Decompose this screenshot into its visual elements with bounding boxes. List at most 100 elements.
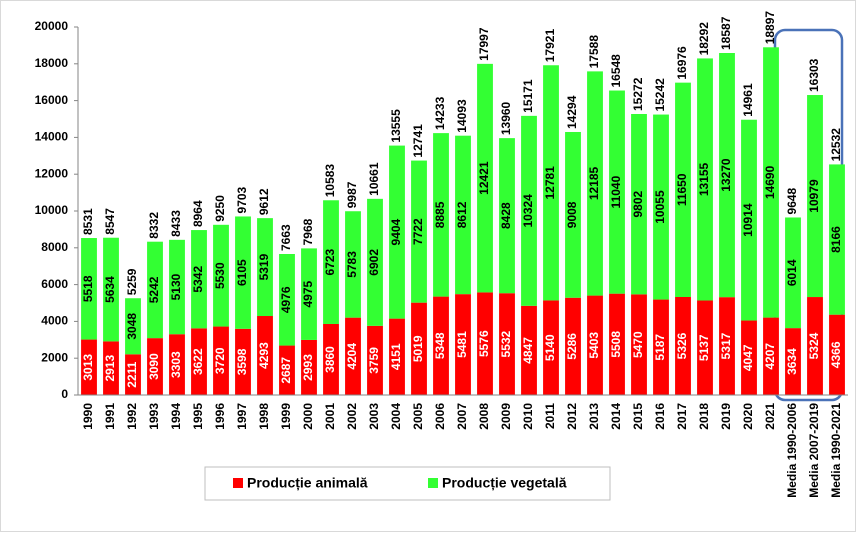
value-label: 4976 bbox=[279, 286, 293, 313]
value-label: 5481 bbox=[455, 331, 469, 358]
bar-segment bbox=[587, 295, 603, 395]
total-label: 16548 bbox=[609, 54, 623, 88]
bar-segment bbox=[103, 341, 119, 395]
bar-segment bbox=[235, 216, 251, 329]
y-tick-label: 16000 bbox=[35, 93, 69, 107]
bar-segment bbox=[719, 52, 735, 298]
value-label: 8428 bbox=[499, 202, 513, 229]
bar-segment bbox=[389, 318, 405, 395]
legend-label: Producție vegetală bbox=[442, 475, 567, 491]
y-tick-label: 8000 bbox=[41, 240, 68, 254]
value-label: 6723 bbox=[323, 248, 337, 275]
total-label: 18897 bbox=[763, 11, 777, 45]
total-label: 5259 bbox=[125, 268, 139, 295]
x-tick-label: 2008 bbox=[477, 403, 491, 430]
value-label: 3860 bbox=[323, 346, 337, 373]
value-label: 5242 bbox=[147, 276, 161, 303]
x-tick-label: 1993 bbox=[147, 403, 161, 430]
total-label: 14961 bbox=[741, 83, 755, 117]
bar-segment bbox=[367, 198, 383, 326]
total-label: 18587 bbox=[719, 16, 733, 50]
value-label: 5530 bbox=[213, 262, 227, 289]
bar-segment bbox=[367, 325, 383, 395]
value-label: 11650 bbox=[675, 173, 689, 206]
bar-segment bbox=[213, 224, 229, 327]
value-label: 5319 bbox=[257, 253, 271, 280]
total-label: 10583 bbox=[323, 164, 337, 198]
value-label: 7722 bbox=[411, 218, 425, 245]
value-label: 5342 bbox=[191, 266, 205, 293]
bar-segment bbox=[653, 299, 669, 395]
x-tick-label: 2005 bbox=[411, 403, 425, 430]
bar-segment bbox=[345, 211, 361, 318]
x-tick-label: 2017 bbox=[675, 403, 689, 430]
y-tick-label: 14000 bbox=[35, 130, 69, 144]
total-label: 7968 bbox=[301, 218, 315, 245]
bar-segment bbox=[191, 328, 207, 395]
bar-segment bbox=[433, 133, 449, 297]
total-label: 8964 bbox=[191, 200, 205, 227]
x-tick-label: 2000 bbox=[301, 403, 315, 430]
total-label: 16976 bbox=[675, 46, 689, 80]
value-label: 9404 bbox=[389, 218, 403, 245]
bar-segment bbox=[477, 63, 493, 293]
value-label: 5140 bbox=[543, 334, 557, 361]
bar-segment bbox=[807, 95, 823, 298]
bar-segment bbox=[631, 113, 647, 295]
bar-segment bbox=[697, 300, 713, 395]
x-tick-label: 2009 bbox=[499, 403, 513, 430]
total-label: 12741 bbox=[411, 124, 425, 158]
x-tick-label: 2014 bbox=[609, 403, 623, 430]
bar-segment bbox=[411, 160, 427, 303]
value-label: 4975 bbox=[301, 280, 315, 307]
bar-segment bbox=[609, 90, 625, 294]
legend-swatch bbox=[428, 478, 438, 488]
value-label: 4151 bbox=[389, 343, 403, 370]
total-label: 17997 bbox=[477, 27, 491, 61]
bar-segment bbox=[81, 238, 97, 340]
x-tick-label: Media 1990-2006 bbox=[785, 403, 799, 498]
bar-segment bbox=[279, 345, 295, 395]
bar-segment bbox=[785, 328, 801, 395]
value-label: 12781 bbox=[543, 166, 557, 200]
bar-segment bbox=[389, 145, 405, 319]
total-label: 13555 bbox=[389, 109, 403, 143]
value-label: 6902 bbox=[367, 249, 381, 276]
value-label: 9008 bbox=[565, 201, 579, 228]
value-label: 12421 bbox=[477, 161, 491, 195]
total-label: 14294 bbox=[565, 95, 579, 129]
value-label: 3013 bbox=[81, 354, 95, 381]
bar-segment bbox=[411, 302, 427, 395]
bar-segment bbox=[301, 248, 317, 340]
bar-segment bbox=[785, 217, 801, 329]
value-label: 9802 bbox=[631, 191, 645, 218]
total-label: 7663 bbox=[279, 224, 293, 251]
value-label: 13270 bbox=[719, 158, 733, 192]
bar-segment bbox=[719, 297, 735, 395]
total-label: 17921 bbox=[543, 29, 557, 63]
bar-segment bbox=[565, 297, 581, 395]
value-label: 6014 bbox=[785, 259, 799, 286]
total-label: 15171 bbox=[521, 79, 535, 113]
value-label: 3598 bbox=[235, 348, 249, 375]
value-label: 5130 bbox=[169, 273, 183, 300]
value-label: 5508 bbox=[609, 331, 623, 358]
bar-segment bbox=[433, 296, 449, 395]
bar-segment bbox=[147, 338, 163, 395]
x-tick-label: 1998 bbox=[257, 403, 271, 430]
x-tick-label: 1994 bbox=[169, 403, 183, 430]
value-label: 12185 bbox=[587, 166, 601, 200]
x-tick-label: 2007 bbox=[455, 403, 469, 430]
bar-segment bbox=[257, 218, 273, 317]
bar-segment bbox=[323, 323, 339, 395]
y-tick-label: 12000 bbox=[35, 166, 69, 180]
value-label: 8885 bbox=[433, 201, 447, 228]
total-label: 8332 bbox=[147, 212, 161, 239]
bar-segment bbox=[455, 135, 471, 295]
bar-segment bbox=[675, 297, 691, 395]
x-tick-label: 2020 bbox=[741, 403, 755, 430]
x-tick-label: 2016 bbox=[653, 403, 667, 430]
bar-segment bbox=[499, 293, 515, 395]
bar-segment bbox=[125, 298, 141, 355]
